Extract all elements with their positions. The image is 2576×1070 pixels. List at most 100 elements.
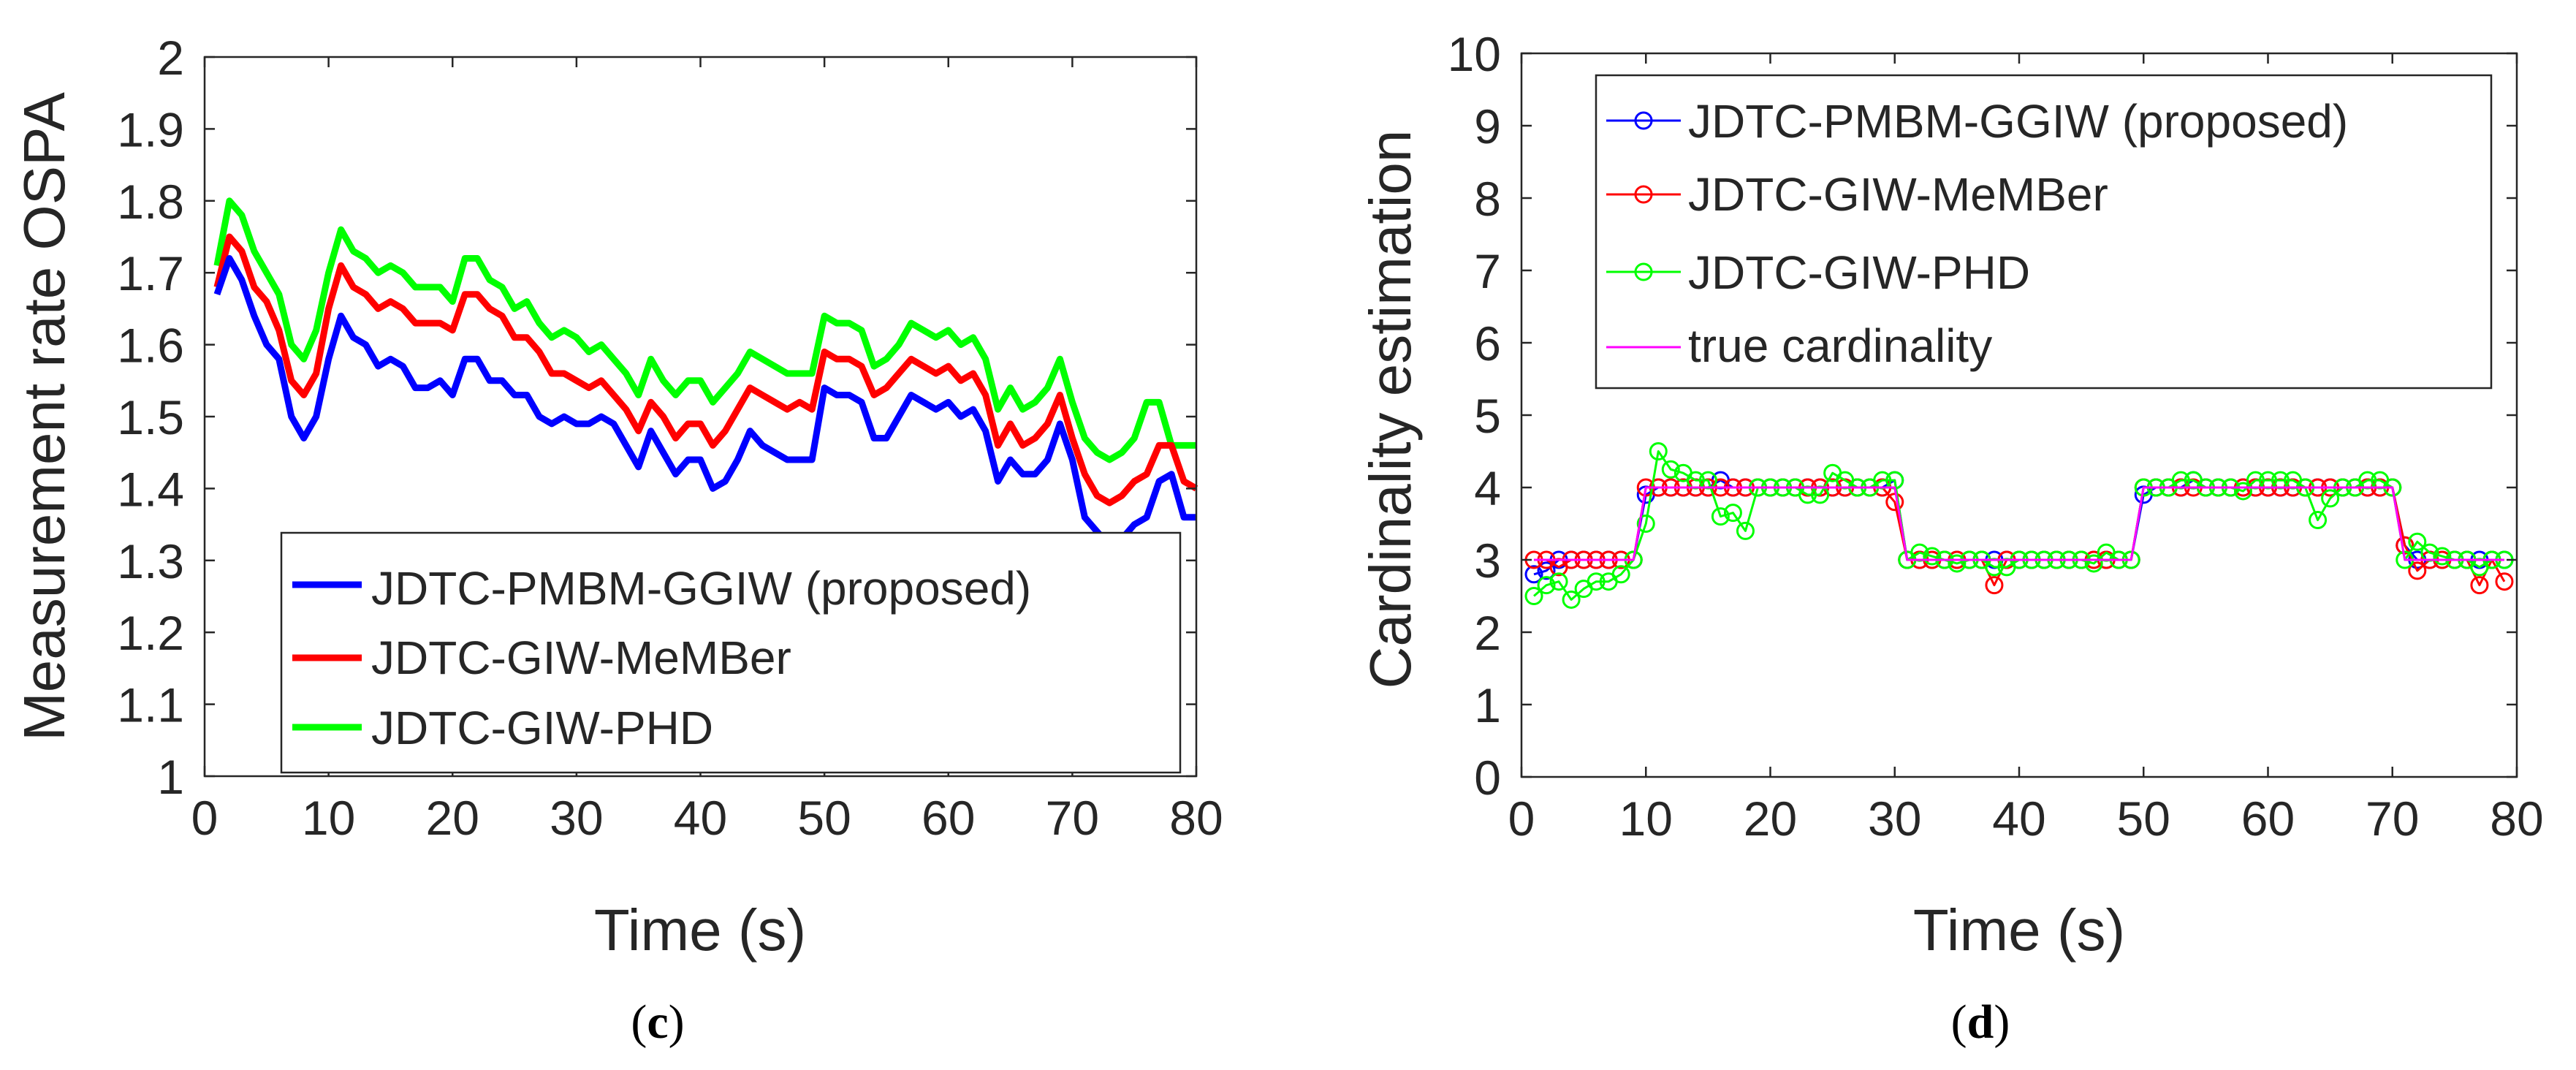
panel-c-caption: (c): [631, 995, 684, 1049]
panel-c-legend: JDTC-PMBM-GGIW (proposed) JDTC-GIW-MeMBe…: [280, 531, 1182, 774]
panel-c-xtick-label: 70: [1046, 791, 1099, 845]
panel-d-caption: (d): [1951, 995, 2010, 1049]
panel-d-ylabel: Cardinality estimation: [1358, 130, 1423, 689]
panel-d-caption-label: d: [1967, 995, 1994, 1049]
panel-c-xtick-label: 30: [550, 791, 603, 845]
panel-d-series-3-point: [2309, 511, 2328, 530]
panel-d-ytick-label: 6: [1474, 316, 1501, 371]
panel-d-series-3-point: [1562, 590, 1581, 609]
panel-c-legend-label-1: JDTC-PMBM-GGIW (proposed): [371, 562, 1031, 615]
panel-d-ytick-label: 3: [1474, 534, 1501, 588]
panel-c-ylabel: Measurement rate OSPA: [12, 91, 77, 740]
panel-d: 0 10 20 30 40 50 60 70 80 0 1 2 3 4 5 6 7 8 9 10 Cardinalit…: [1358, 27, 2544, 1049]
panel-d-series-3-point: [1661, 460, 1680, 479]
panel-c-ytick-label: 1: [157, 750, 184, 804]
panel-d-xtick-label: 10: [1619, 792, 1673, 846]
panel-d-legend-marker-2: [1634, 185, 1653, 204]
panel-d-series-3-point: [1736, 521, 1755, 540]
panel-d-series-3-point: [1723, 504, 1742, 523]
panel-d-ytick-label: 4: [1474, 461, 1501, 515]
panel-d-xtick-label: 20: [1744, 792, 1797, 846]
panel-c-series-3-line: [213, 197, 1196, 463]
panel-c-legend-box: [280, 531, 1182, 774]
panel-d-series-2-point: [2495, 572, 2514, 591]
panel-c: 0 10 20 30 40 50 60 70 80 1 1.1 1.2 1.3 1.4 1.5 1.6 1.7 1…: [12, 31, 1223, 1049]
panel-d-series-1-point: [1524, 565, 1543, 584]
panel-c-ytick-label: 1.9: [117, 102, 184, 156]
panel-d-series-3-point: [2233, 482, 2252, 501]
panel-d-series-2-point: [2470, 576, 2489, 595]
panel-c-series-1-line: [213, 255, 1196, 550]
panel-d-legend-marker-3: [1634, 262, 1653, 281]
panel-d-series-3-point: [1923, 547, 1942, 566]
panel-d-series-3-point: [1587, 572, 1606, 591]
panel-d-xtick-label: 40: [1992, 792, 2045, 846]
panel-d-legend-label-1: JDTC-PMBM-GGIW (proposed): [1688, 95, 2348, 148]
panel-d-ytick-label: 5: [1474, 389, 1501, 443]
panel-d-ytick-label: 9: [1474, 99, 1501, 153]
panel-c-series-lines: [213, 197, 1198, 550]
panel-d-ytick-label: 8: [1474, 172, 1501, 226]
panel-d-xtick-label: 30: [1868, 792, 1921, 846]
panel-c-caption-label: c: [647, 995, 668, 1049]
panel-c-xtick-label: 50: [797, 791, 851, 845]
panel-c-ytick-label: 1.4: [117, 462, 184, 516]
panel-c-ytick-label: 1.7: [117, 246, 184, 300]
panel-d-series-3-point: [1636, 515, 1655, 533]
panel-c-xtick-label: 20: [426, 791, 479, 845]
panel-d-series-2-point: [1985, 576, 2004, 595]
panel-d-legend-label-4: true cardinality: [1688, 319, 1992, 372]
panel-d-series-lines: [1524, 442, 2514, 609]
panel-d-ytick-label: 0: [1474, 751, 1501, 805]
panel-d-xtick-label: 60: [2241, 792, 2295, 846]
panel-c-ytick-label: 1.1: [117, 678, 184, 732]
panel-d-series-1-point: [1537, 561, 1556, 580]
panel-d-series-3-point: [1549, 572, 1568, 591]
panel-d-series-3-point: [1611, 565, 1630, 584]
panel-d-series-3-point: [1711, 507, 1730, 526]
panel-d-ticks: 0 10 20 30 40 50 60 70 80 0 1 2 3 4 5 6 7 8 9 10: [1448, 27, 2544, 846]
panel-d-series-3-point: [2408, 532, 2427, 551]
panel-c-xtick-label: 10: [302, 791, 355, 845]
panel-d-series-2-point: [2408, 561, 2427, 580]
panel-d-series-3-point: [1537, 576, 1556, 595]
panel-d-ytick-label: 1: [1474, 678, 1501, 732]
panel-c-ytick-label: 1.6: [117, 319, 184, 373]
panel-c-ticks: 0 10 20 30 40 50 60 70 80 1 1.1 1.2 1.3 1.4 1.5 1.6 1.7 1…: [117, 31, 1223, 845]
panel-d-xlabel: Time (s): [1913, 898, 2125, 963]
panel-c-series-2-line: [213, 233, 1198, 506]
panel-d-series-3-point: [2433, 547, 2452, 566]
panel-c-xtick-label: 40: [674, 791, 727, 845]
panel-c-xtick-label: 60: [922, 791, 975, 845]
panel-d-series-3-point: [1649, 442, 1668, 460]
panel-d-series-3-point: [2321, 489, 2340, 508]
panel-c-legend-label-2: JDTC-GIW-MeMBer: [371, 631, 791, 684]
panel-d-legend-marker-1: [1634, 111, 1653, 130]
panel-c-ytick-label: 1.3: [117, 534, 184, 588]
panel-c-ytick-label: 2: [157, 31, 184, 85]
panel-c-xlabel: Time (s): [594, 898, 806, 963]
panel-c-ytick-label: 1.5: [117, 390, 184, 444]
panel-c-ytick-label: 1.2: [117, 606, 184, 660]
panel-d-xtick-label: 50: [2117, 792, 2170, 846]
panel-c-xtick-label: 80: [1169, 791, 1223, 845]
panel-c-ytick-label: 1.8: [117, 175, 184, 229]
panel-c-xtick-label: 0: [191, 791, 219, 845]
panel-d-series-3-point: [1948, 554, 1967, 573]
panel-d-xtick-label: 80: [2490, 792, 2543, 846]
panel-c-legend-label-3: JDTC-GIW-PHD: [371, 702, 713, 754]
panel-d-series-4-line: [1534, 486, 2504, 561]
panel-d-xtick-label: 0: [1508, 792, 1535, 846]
panel-d-legend: JDTC-PMBM-GGIW (proposed) JDTC-GIW-MeMBe…: [1595, 74, 2493, 390]
panel-d-ytick-label: 10: [1448, 27, 1501, 81]
panel-d-series-3-point: [1524, 587, 1543, 605]
panel-d-legend-label-3: JDTC-GIW-PHD: [1688, 246, 2030, 299]
panel-d-series-3-point: [2084, 554, 2103, 573]
panel-d-ytick-label: 7: [1474, 244, 1501, 298]
panel-d-ytick-label: 2: [1474, 606, 1501, 660]
panel-d-legend-label-2: JDTC-GIW-MeMBer: [1688, 168, 2108, 221]
panel-d-xtick-label: 70: [2366, 792, 2419, 846]
panel-d-legend-box: [1595, 74, 2493, 390]
